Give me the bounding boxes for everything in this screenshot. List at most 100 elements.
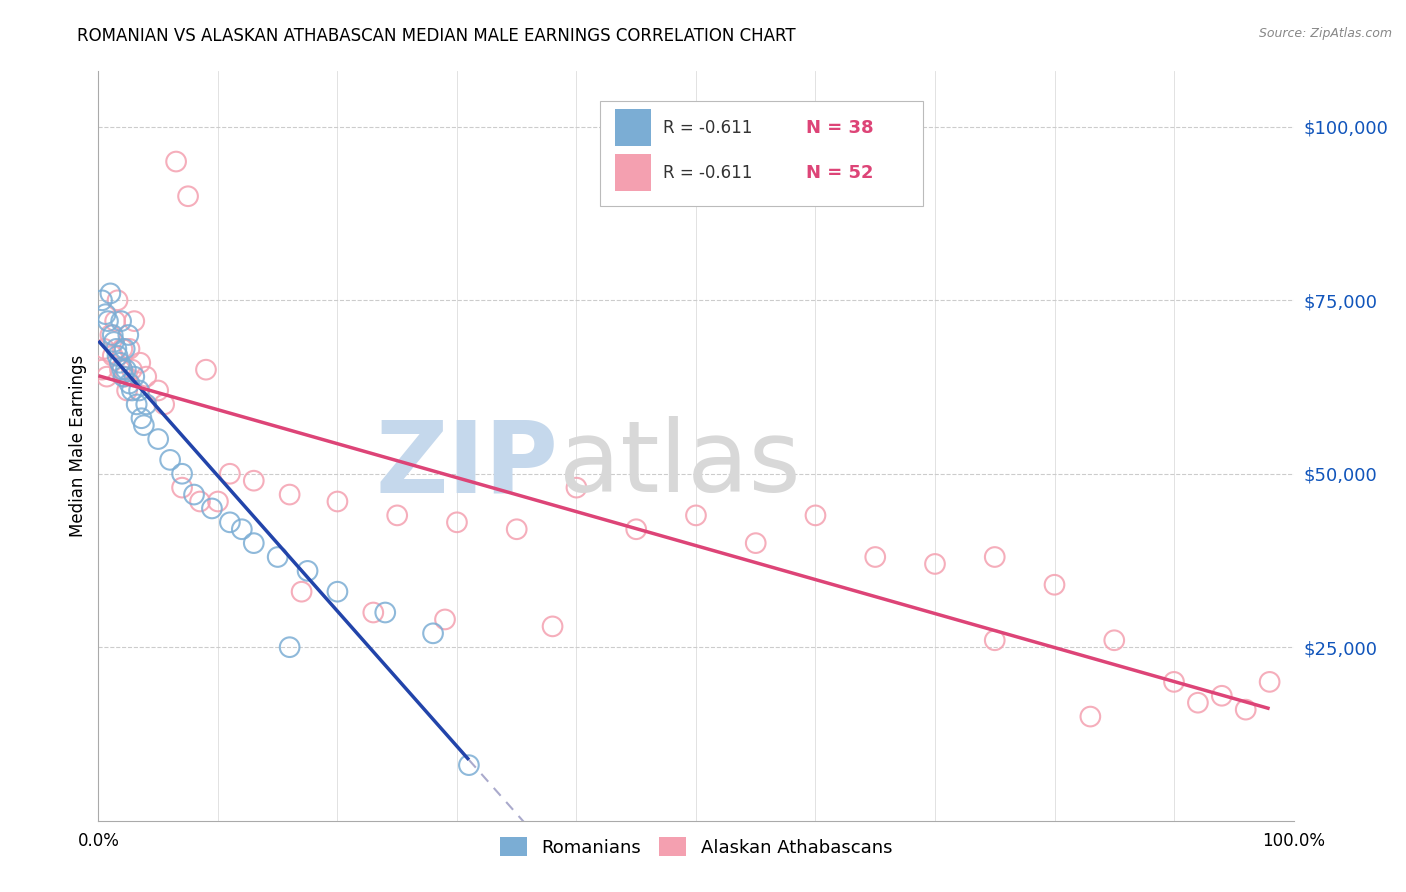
Point <box>121 362 143 376</box>
Point <box>148 432 170 446</box>
Point <box>128 384 150 398</box>
Point <box>1163 674 1185 689</box>
Point <box>1234 703 1257 717</box>
Point <box>924 557 946 571</box>
Point <box>91 362 114 376</box>
Point <box>118 342 141 356</box>
Point <box>101 328 124 343</box>
Text: ZIP: ZIP <box>375 417 558 513</box>
Point <box>207 494 229 508</box>
Point <box>98 328 122 343</box>
Point <box>422 626 444 640</box>
Point <box>565 481 588 495</box>
Point <box>115 362 138 376</box>
Point <box>172 481 194 495</box>
Point <box>243 474 266 488</box>
Point <box>111 362 134 376</box>
Point <box>118 376 141 391</box>
Point <box>96 369 118 384</box>
Point <box>91 293 114 308</box>
Point <box>93 342 115 356</box>
Point <box>111 342 134 356</box>
Point <box>297 564 319 578</box>
Point <box>219 516 242 530</box>
Point <box>984 549 1007 564</box>
Point <box>626 522 648 536</box>
Point <box>231 522 253 536</box>
Point <box>984 633 1007 648</box>
Point <box>506 522 529 536</box>
Point <box>865 549 887 564</box>
Point <box>446 516 468 530</box>
Text: ROMANIAN VS ALASKAN ATHABASCAN MEDIAN MALE EARNINGS CORRELATION CHART: ROMANIAN VS ALASKAN ATHABASCAN MEDIAN MA… <box>77 27 796 45</box>
Point <box>1104 633 1126 648</box>
FancyBboxPatch shape <box>600 102 922 206</box>
Point <box>107 349 129 363</box>
Point <box>110 314 132 328</box>
Point <box>326 584 349 599</box>
Point <box>374 606 396 620</box>
Point <box>188 494 211 508</box>
Point <box>108 362 131 376</box>
Point <box>219 467 242 481</box>
FancyBboxPatch shape <box>614 153 651 191</box>
Point <box>114 342 136 356</box>
Point <box>124 314 146 328</box>
Point <box>541 619 564 633</box>
Point <box>291 584 314 599</box>
Point <box>112 369 135 384</box>
Point <box>177 189 200 203</box>
Point <box>1187 696 1209 710</box>
Point <box>131 411 153 425</box>
Text: atlas: atlas <box>558 417 800 513</box>
Text: N = 38: N = 38 <box>806 119 873 136</box>
Point <box>98 286 122 301</box>
Point <box>105 342 128 356</box>
Point <box>363 606 385 620</box>
Point <box>745 536 768 550</box>
Point <box>135 369 157 384</box>
Point <box>115 384 138 398</box>
Point <box>135 397 157 411</box>
Point <box>114 369 136 384</box>
Point <box>243 536 266 550</box>
Point <box>804 508 827 523</box>
Point <box>1043 578 1066 592</box>
Point <box>104 314 127 328</box>
Point <box>124 369 146 384</box>
Point <box>434 612 457 626</box>
FancyBboxPatch shape <box>614 109 651 146</box>
Point <box>165 154 187 169</box>
Point <box>153 397 176 411</box>
Point <box>195 362 218 376</box>
Point <box>108 356 131 370</box>
Point <box>159 453 181 467</box>
Point <box>1080 709 1102 723</box>
Point <box>201 501 224 516</box>
Point <box>129 356 152 370</box>
Text: R = -0.611: R = -0.611 <box>662 163 752 181</box>
Point <box>103 334 125 349</box>
Point <box>1258 674 1281 689</box>
Point <box>458 758 481 772</box>
Legend: Romanians, Alaskan Athabascans: Romanians, Alaskan Athabascans <box>492 830 900 864</box>
Point <box>101 349 124 363</box>
Point <box>385 508 409 523</box>
Point <box>685 508 707 523</box>
Point <box>326 494 349 508</box>
Point <box>97 314 120 328</box>
Point <box>267 549 290 564</box>
Text: R = -0.611: R = -0.611 <box>662 119 752 136</box>
Point <box>148 384 170 398</box>
Point <box>1211 689 1233 703</box>
Point <box>132 418 155 433</box>
Point <box>125 397 148 411</box>
Point <box>278 640 301 655</box>
Point <box>278 487 301 501</box>
Point <box>107 293 129 308</box>
Point <box>183 487 205 501</box>
Text: N = 52: N = 52 <box>806 163 873 181</box>
Point <box>172 467 194 481</box>
Y-axis label: Median Male Earnings: Median Male Earnings <box>69 355 87 537</box>
Text: Source: ZipAtlas.com: Source: ZipAtlas.com <box>1258 27 1392 40</box>
